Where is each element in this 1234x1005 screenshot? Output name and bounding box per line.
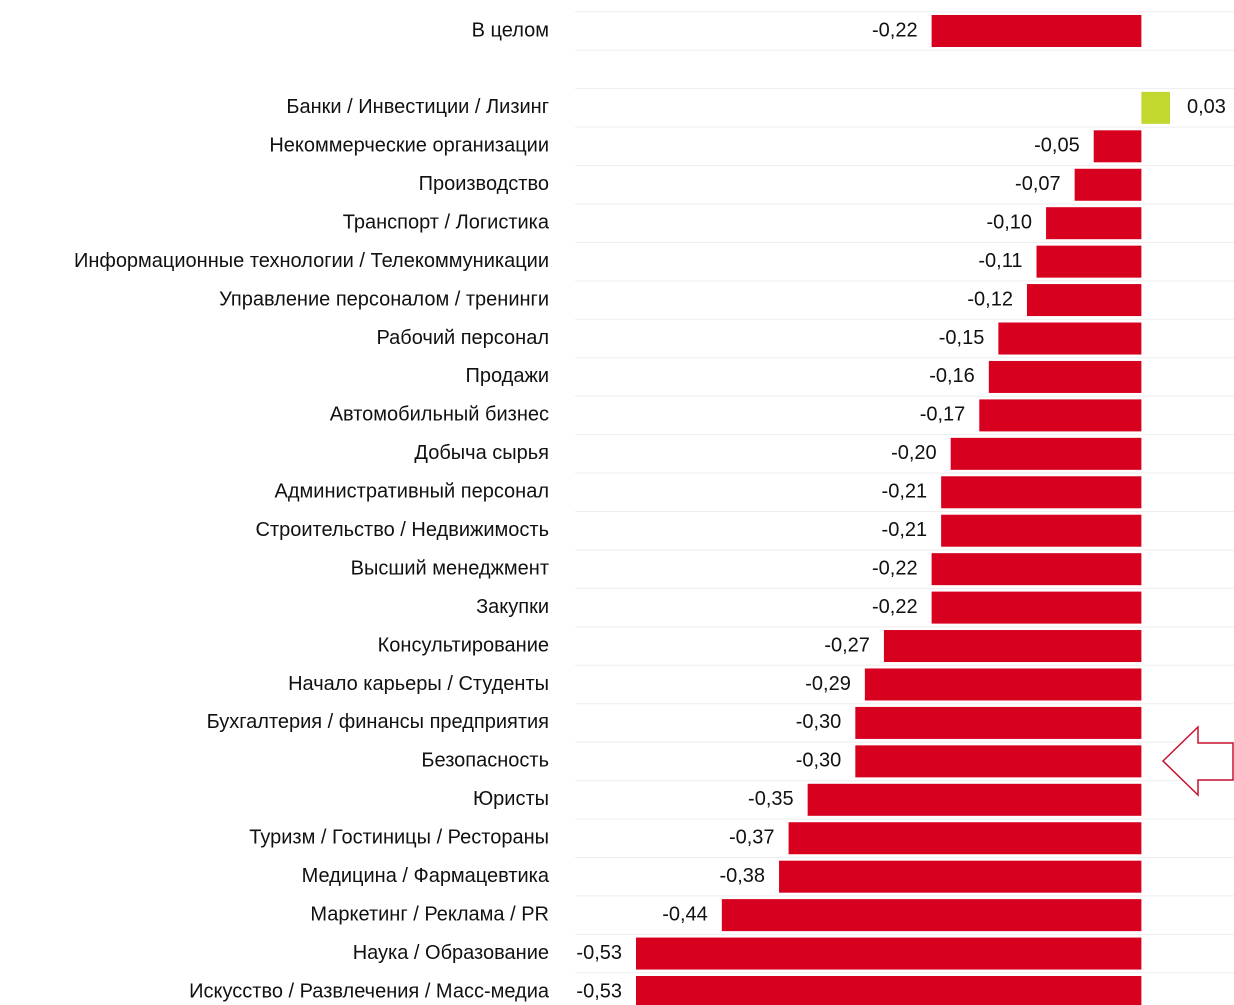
value-label: 0,03 [1187, 96, 1226, 118]
category-label: Продажи [465, 365, 549, 387]
value-label: -0,20 [891, 442, 937, 464]
category-label: Банки / Инвестиции / Лизинг [286, 96, 549, 118]
bar [807, 783, 1142, 816]
bar [1074, 168, 1142, 201]
arrow [1161, 725, 1234, 797]
category-label: Туризм / Гостиницы / Рестораны [249, 827, 549, 849]
bar [636, 976, 1142, 1005]
value-label: -0,38 [719, 865, 765, 887]
bar [950, 437, 1142, 470]
bar [1026, 284, 1142, 317]
value-label: -0,30 [796, 711, 842, 733]
value-label: -0,44 [662, 903, 708, 925]
value-label: -0,05 [1034, 135, 1080, 157]
bar [1093, 130, 1142, 163]
category-label: Закупки [476, 596, 549, 618]
value-label: -0,29 [805, 673, 851, 695]
category-label: Некоммерческие организации [269, 135, 549, 157]
value-label: -0,21 [882, 519, 928, 541]
bar [1046, 207, 1142, 240]
category-label: В целом [472, 19, 549, 41]
bar [721, 899, 1142, 932]
category-label: Административный персонал [275, 481, 549, 503]
category-label: Рабочий персонал [376, 327, 549, 349]
value-label: -0,10 [986, 211, 1032, 233]
bar [883, 630, 1142, 663]
category-label: Производство [419, 173, 549, 195]
bar [941, 514, 1142, 547]
value-label: -0,17 [920, 404, 966, 426]
value-label: -0,21 [882, 481, 928, 503]
bar [855, 745, 1142, 778]
bar [1141, 91, 1170, 124]
value-label: -0,15 [939, 327, 985, 349]
bar [1036, 245, 1142, 278]
value-label: -0,22 [872, 596, 918, 618]
value-label: -0,07 [1015, 173, 1061, 195]
value-label: -0,11 [978, 250, 1022, 272]
bar [788, 822, 1142, 855]
category-label: Транспорт / Логистика [343, 211, 550, 233]
bar [941, 476, 1142, 509]
bar [864, 668, 1142, 701]
value-label: -0,53 [576, 942, 622, 964]
bar [931, 553, 1142, 586]
category-label: Высший менеджмент [351, 557, 549, 579]
category-label: Искусство / Развлечения / Масс-медиа [189, 980, 550, 1002]
bar [779, 860, 1142, 893]
value-label: -0,35 [748, 788, 794, 810]
value-label: -0,16 [929, 365, 975, 387]
category-label: Наука / Образование [353, 942, 549, 964]
category-label: Бухгалтерия / финансы предприятия [207, 711, 549, 733]
value-label: -0,53 [576, 980, 622, 1002]
category-label: Консультирование [378, 634, 549, 656]
value-label: -0,37 [729, 827, 775, 849]
category-label: Безопасность [421, 750, 549, 772]
category-label: Начало карьеры / Студенты [288, 673, 549, 695]
category-label: Медицина / Фармацевтика [302, 865, 550, 887]
bar [931, 15, 1142, 47]
value-label: -0,22 [872, 19, 918, 41]
category-label: Юристы [473, 788, 549, 810]
bar [636, 937, 1142, 970]
category-label: Автомобильный бизнес [330, 404, 549, 426]
value-label: -0,12 [967, 288, 1013, 310]
category-label: Информационные технологии / Телекоммуник… [74, 250, 549, 272]
category-label: Управление персоналом / тренинги [219, 288, 549, 310]
bar [988, 360, 1142, 393]
category-label: Маркетинг / Реклама / PR [310, 903, 549, 925]
value-label: -0,27 [824, 634, 870, 656]
value-label: -0,22 [872, 557, 918, 579]
category-label: Добыча сырья [414, 442, 549, 464]
bar [979, 399, 1142, 432]
value-label: -0,30 [796, 750, 842, 772]
bar [931, 591, 1142, 624]
category-label: Строительство / Недвижимость [256, 519, 549, 541]
bar [855, 706, 1142, 739]
bar [998, 322, 1142, 355]
